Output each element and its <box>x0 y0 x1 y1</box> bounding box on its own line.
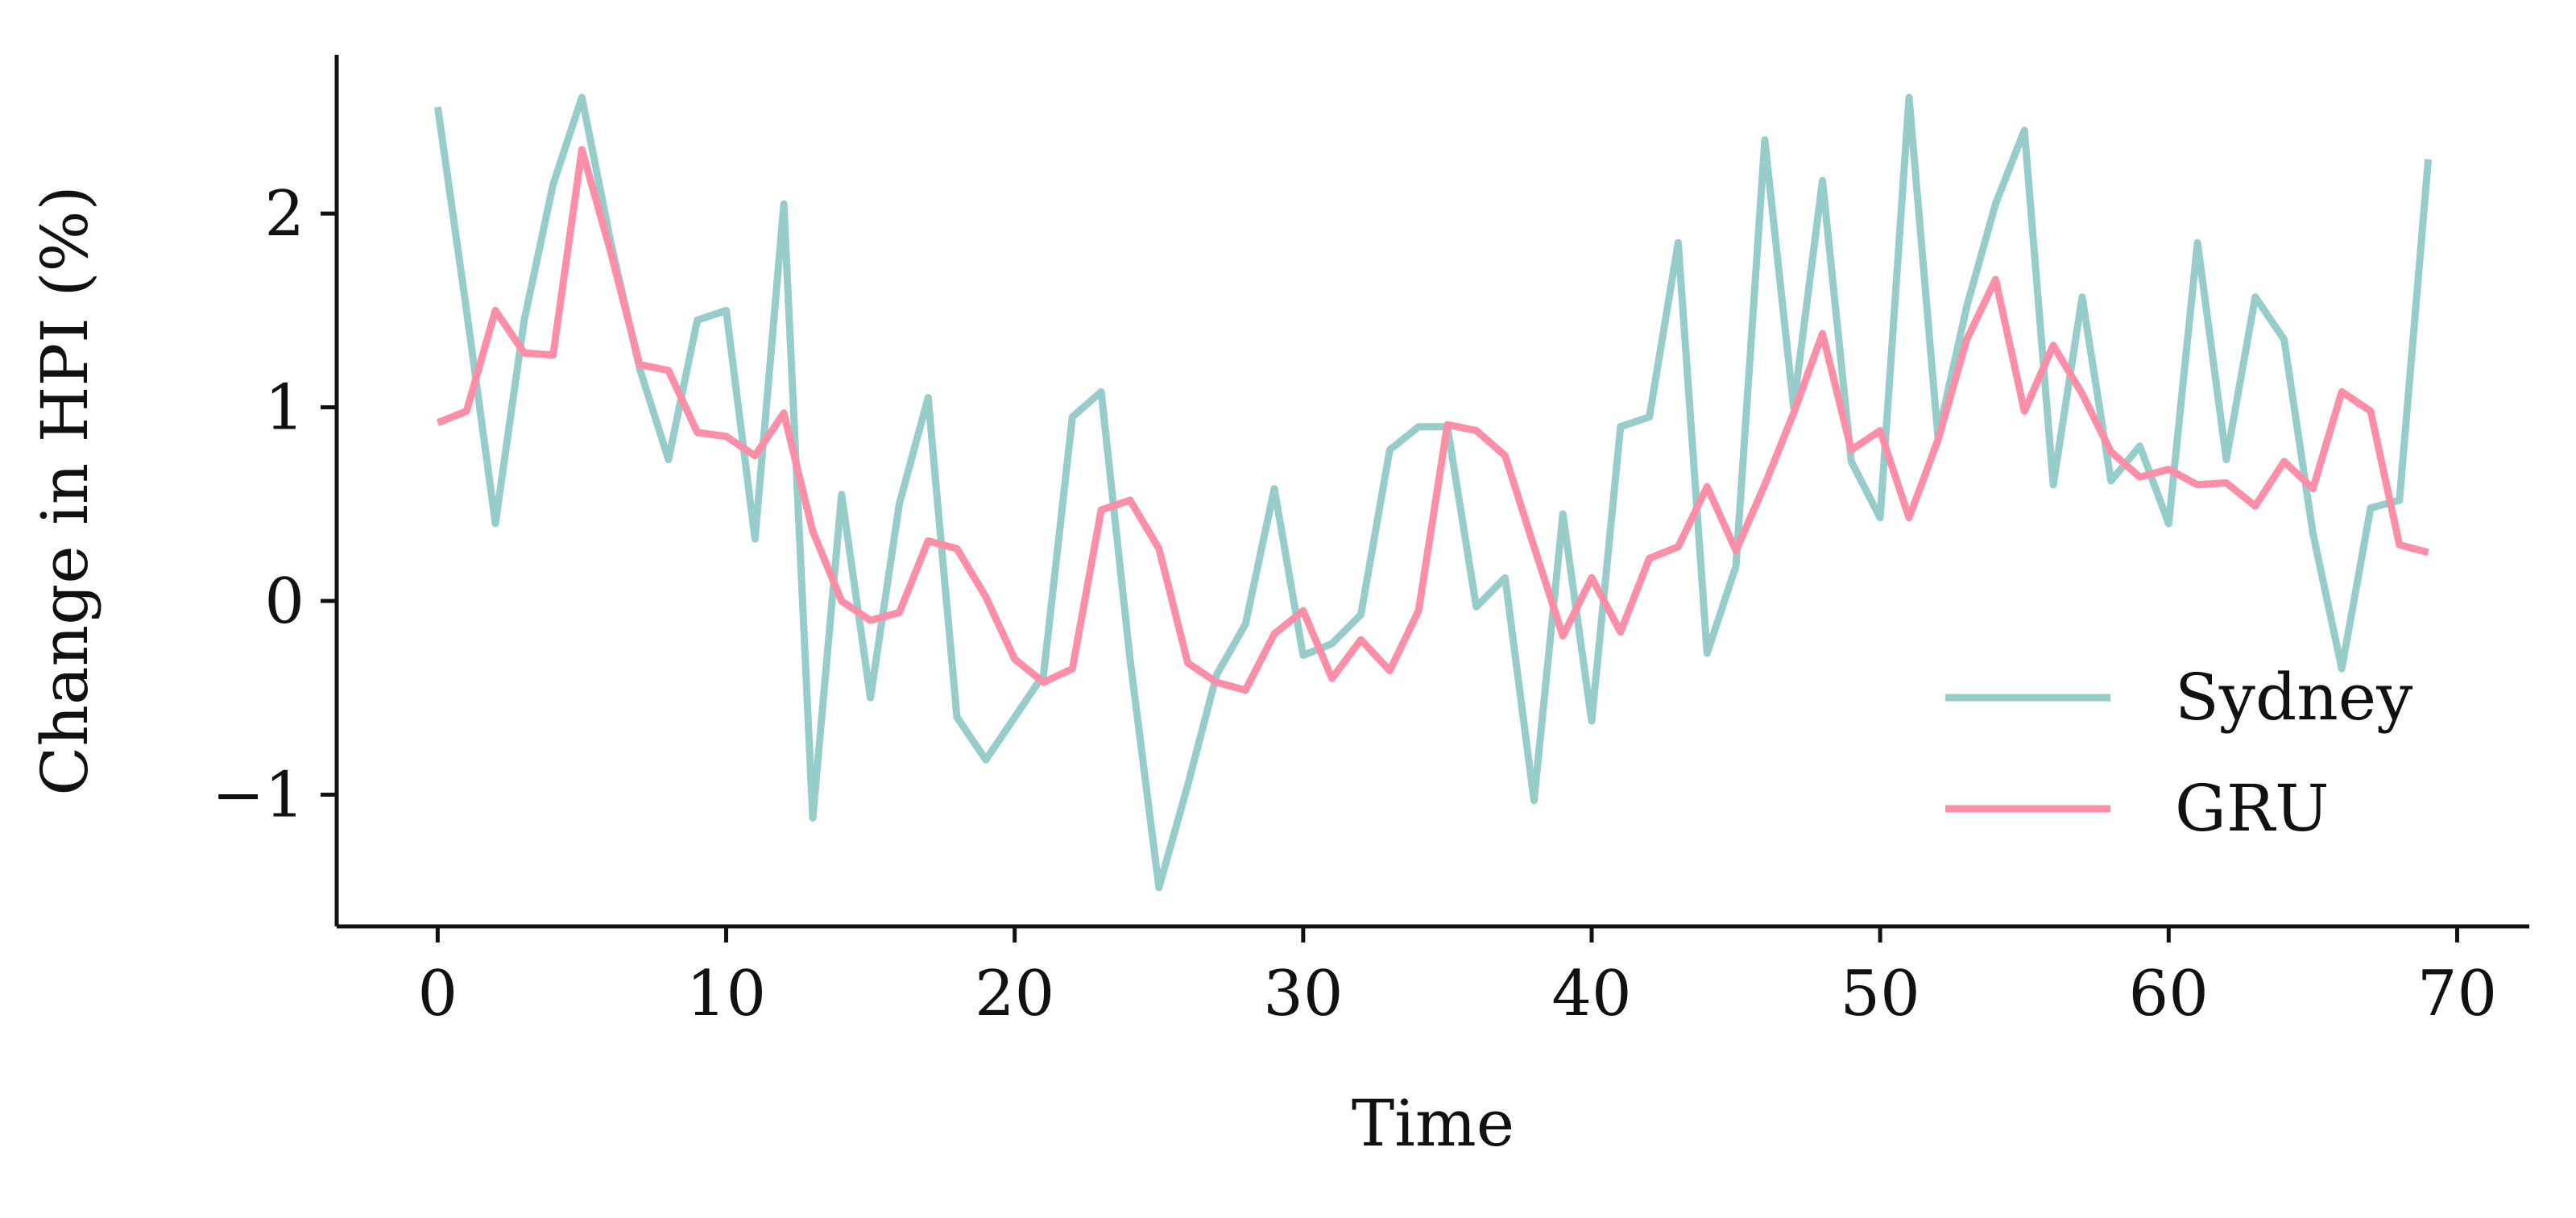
x-tick-label: 0 <box>418 958 458 1030</box>
x-tick-label: 20 <box>975 958 1054 1030</box>
y-tick-label: 2 <box>264 178 304 251</box>
x-ticks: 0 10 20 30 40 50 60 70 <box>418 926 2497 1030</box>
y-tick-label: −1 <box>212 759 304 831</box>
x-tick-label: 60 <box>2129 958 2209 1030</box>
legend-label-sydney: Sydney <box>2175 660 2412 735</box>
y-tick-label: 0 <box>264 566 304 638</box>
legend: Sydney GRU <box>1945 660 2412 846</box>
series-line-sydney <box>433 93 2433 892</box>
x-axis-label: Time <box>1352 1086 1514 1161</box>
y-tick-label: 1 <box>264 372 304 445</box>
y-ticks: −1 0 1 2 <box>212 178 337 831</box>
x-tick-label: 50 <box>1841 958 1920 1030</box>
axes-group <box>334 55 2529 929</box>
legend-label-gru: GRU <box>2175 771 2330 846</box>
x-tick-label: 10 <box>686 958 766 1030</box>
x-tick-label: 30 <box>1263 958 1343 1030</box>
x-tick-label: 40 <box>1551 958 1631 1030</box>
series-line-gru <box>436 146 2429 694</box>
y-axis-label: Change in HPI (%) <box>27 185 102 796</box>
x-tick-label: 70 <box>2417 958 2497 1030</box>
series-group <box>433 93 2433 892</box>
